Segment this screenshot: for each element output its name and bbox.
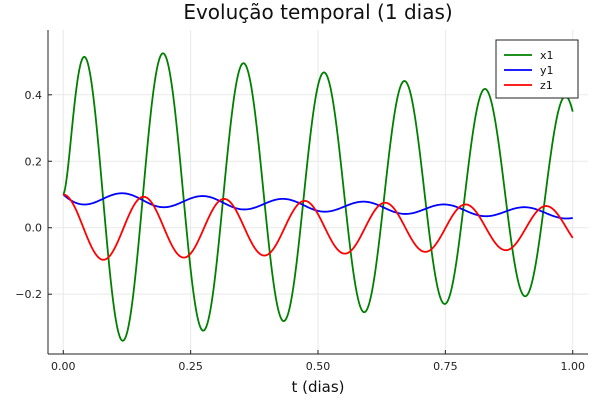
axes: [47, 30, 588, 355]
y-tick-label: −0.2: [15, 288, 42, 301]
y-tick-label: 0.0: [25, 222, 43, 235]
legend-label-x1: x1: [540, 49, 554, 62]
series-line-z1: [63, 193, 574, 261]
series-line-x1: [62, 52, 574, 342]
series-lines: [62, 52, 574, 342]
x-tick-label: 0.00: [51, 360, 76, 373]
y-tick-label: 0.4: [25, 89, 43, 102]
legend-label-z1: z1: [540, 79, 553, 92]
x-tick-label: 0.50: [306, 360, 331, 373]
x-axis-title: t (dias): [291, 378, 344, 396]
legend-label-y1: y1: [540, 64, 554, 77]
chart-title: Evolução temporal (1 dias): [183, 0, 452, 24]
y-tick-label: 0.2: [25, 155, 43, 168]
legend: x1 y1 z1: [495, 39, 579, 99]
series-line-y1: [62, 192, 573, 220]
tick-labels: 0.00 0.25 0.50 0.75 1.00 −0.2 0.0 0.2 0.4: [15, 89, 585, 373]
legend-box: [495, 39, 579, 99]
x-tick-label: 0.25: [178, 360, 203, 373]
x-tick-label: 1.00: [560, 360, 585, 373]
x-tick-label: 0.75: [433, 360, 458, 373]
